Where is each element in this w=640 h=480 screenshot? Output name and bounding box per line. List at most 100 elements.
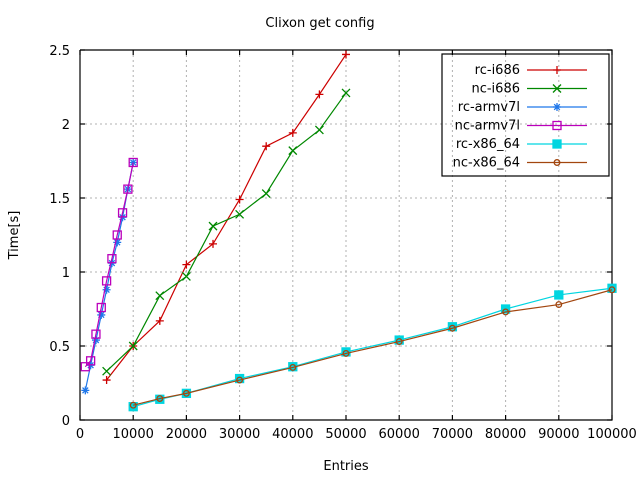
data-point-marker — [552, 120, 562, 131]
data-point-marker — [128, 341, 138, 351]
data-point-marker — [236, 376, 244, 384]
data-point-marker — [102, 285, 111, 294]
y-tick-label: 2.5 — [49, 44, 70, 59]
series-nc-x86_64 — [129, 286, 616, 409]
plot-border — [79, 49, 613, 421]
chart-title: Clixon get config — [265, 16, 375, 31]
y-tick-label: 0 — [62, 414, 70, 429]
data-point-marker — [209, 239, 217, 248]
data-point-marker — [553, 103, 561, 111]
chart-legend[interactable]: rc-i686 nc-i686 rc-armv7l nc-armv7l rc-x86_6… — [441, 53, 610, 177]
data-point-marker — [128, 157, 138, 168]
data-point-marker — [261, 189, 271, 199]
series-line — [106, 92, 347, 372]
data-point-marker — [91, 336, 100, 345]
data-point-marker — [208, 221, 218, 231]
data-point-marker — [552, 139, 562, 149]
data-point-marker — [112, 230, 122, 240]
x-tick-labels: 0 10000 20000 30000 40000 50000 60000 70000 8000… — [76, 427, 637, 442]
data-point-marker — [155, 291, 165, 301]
data-point-marker — [181, 271, 191, 281]
data-point-marker — [107, 254, 117, 264]
data-point-marker — [554, 290, 564, 300]
data-point-marker — [91, 329, 101, 339]
series-nc-armv7l — [80, 157, 138, 372]
data-point-marker — [553, 66, 561, 74]
x-tick-label: 0 — [76, 427, 84, 442]
series-line — [106, 54, 347, 381]
x-tick-label: 90000 — [538, 427, 579, 442]
data-point-marker — [342, 50, 350, 59]
legend-border — [441, 53, 610, 177]
data-point-marker — [156, 395, 164, 402]
legend-item-rc-x86_64[interactable]: rc-x86_64 — [456, 137, 587, 152]
series-line — [84, 162, 134, 368]
data-point-marker — [448, 324, 456, 332]
data-point-marker — [129, 401, 137, 409]
data-point-marker — [123, 184, 133, 194]
legend-item-rc-armv7l[interactable]: rc-armv7l — [458, 100, 587, 115]
data-point-marker — [81, 386, 90, 395]
data-point-marker — [117, 208, 128, 218]
data-point-marker — [102, 366, 112, 376]
x-tick-label: 10000 — [113, 427, 154, 442]
data-point-marker — [101, 276, 112, 286]
legend-item-nc-x86_64[interactable]: nc-x86_64 — [453, 156, 587, 171]
x-tick-label: 70000 — [432, 427, 473, 442]
data-point-marker — [553, 159, 561, 166]
data-point-marker — [113, 238, 122, 247]
data-point-marker — [288, 128, 297, 137]
legend-label: nc-x86_64 — [453, 156, 520, 171]
data-point-marker — [289, 364, 297, 371]
data-point-marker — [235, 195, 244, 204]
data-point-marker — [608, 286, 616, 294]
legend-item-nc-i686[interactable]: nc-i686 — [471, 82, 587, 97]
x-tick-label: 20000 — [166, 427, 207, 442]
legend-label: nc-i686 — [471, 82, 520, 97]
y-tick-label: 1 — [62, 266, 70, 281]
data-series — [80, 50, 617, 412]
data-point-marker — [288, 146, 298, 156]
x-tick-label: 50000 — [325, 427, 366, 442]
x-tick-label: 100000 — [587, 427, 637, 442]
x-tick-label: 40000 — [272, 427, 313, 442]
grid-lines — [80, 50, 613, 420]
data-point-marker — [182, 260, 191, 269]
data-point-marker — [80, 362, 90, 372]
x-tick-label: 80000 — [485, 427, 526, 442]
legend-label: rc-x86_64 — [456, 137, 520, 152]
legend-item-rc-i686[interactable]: rc-i686 — [475, 63, 587, 78]
data-point-marker — [262, 142, 271, 151]
data-point-marker — [555, 301, 563, 309]
y-axis-title: Time[s] — [7, 211, 22, 261]
data-point-marker — [552, 84, 562, 93]
data-point-marker — [102, 376, 111, 385]
data-point-marker — [341, 88, 351, 98]
data-point-marker — [502, 308, 510, 316]
series-nc-i686 — [102, 88, 351, 376]
series-line — [133, 289, 613, 406]
y-tick-label: 1.5 — [49, 192, 70, 207]
data-point-marker — [315, 90, 324, 99]
series-rc-i686 — [102, 50, 350, 385]
data-point-marker — [96, 302, 106, 313]
legend-label: rc-i686 — [475, 63, 520, 78]
data-point-marker — [182, 389, 190, 397]
legend-label: rc-armv7l — [458, 100, 520, 115]
data-point-marker — [395, 338, 403, 346]
y-tick-labels: 0 0.5 1 1.5 2 2.5 — [49, 44, 70, 429]
x-tick-label: 60000 — [379, 427, 420, 442]
data-point-marker — [342, 349, 350, 357]
legend-item-nc-armv7l[interactable]: nc-armv7l — [455, 119, 587, 134]
y-tick-label: 0.5 — [49, 340, 70, 355]
x-axis-title: Entries — [323, 459, 369, 474]
y-tick-label: 2 — [62, 118, 70, 133]
x-tick-label: 30000 — [219, 427, 260, 442]
data-point-marker — [97, 310, 106, 319]
data-point-marker — [314, 125, 324, 135]
legend-label: nc-armv7l — [455, 119, 520, 134]
data-point-marker — [85, 356, 96, 366]
data-point-marker — [155, 316, 164, 325]
